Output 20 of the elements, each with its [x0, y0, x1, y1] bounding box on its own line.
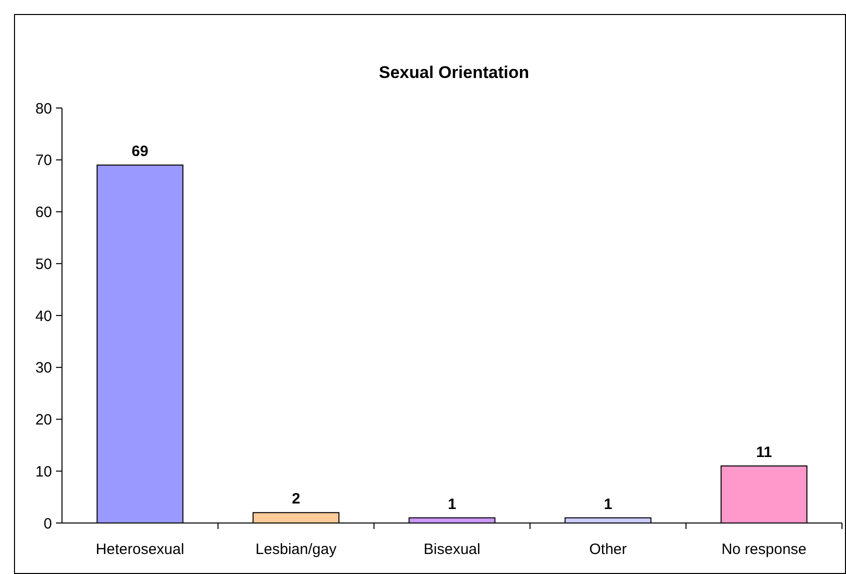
data-label: 1	[604, 496, 612, 513]
x-tick-label: Heterosexual	[96, 541, 184, 558]
y-tick-label: 40	[35, 308, 52, 325]
y-tick-label: 60	[35, 204, 52, 221]
data-label: 2	[292, 490, 300, 508]
x-tick-label: Bisexual	[424, 541, 480, 558]
x-tick-label: No response	[721, 541, 807, 558]
y-tick-label: 30	[35, 360, 52, 377]
y-tick-label: 20	[35, 412, 52, 428]
data-label: 69	[132, 143, 148, 160]
x-tick-label: Other	[589, 541, 627, 558]
x-tick-label: Lesbian/gay	[256, 541, 337, 558]
y-tick-label: 70	[35, 152, 52, 170]
y-tick-label: 0	[44, 515, 52, 532]
y-tick-label: 50	[35, 256, 52, 273]
data-label: 1	[448, 496, 456, 513]
y-tick-label: 10	[35, 463, 52, 480]
chart-title: Sexual Orientation	[378, 63, 530, 82]
y-tick-label: 80	[35, 100, 52, 118]
data-label: 11	[756, 444, 772, 461]
